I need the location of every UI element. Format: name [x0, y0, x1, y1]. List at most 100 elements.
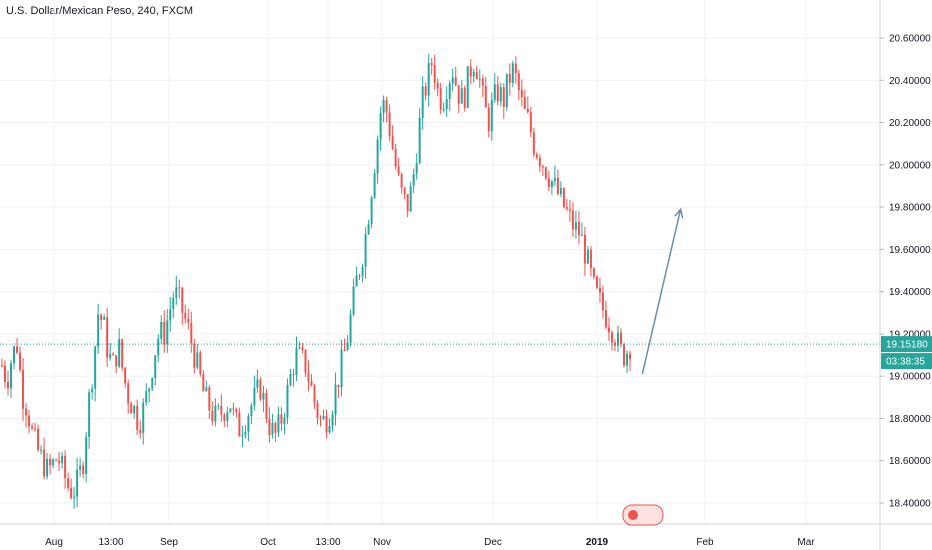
- candle-body: [355, 275, 358, 287]
- candle-body: [629, 353, 631, 360]
- x-tick-label: Feb: [696, 537, 714, 548]
- candle-body: [241, 435, 244, 437]
- event-marker[interactable]: [622, 504, 664, 526]
- candle-body: [274, 422, 277, 433]
- arrow-head: [674, 207, 684, 219]
- candle-body: [397, 166, 400, 174]
- candle-body: [58, 460, 61, 464]
- candle-body: [361, 266, 364, 276]
- candle-body: [298, 347, 301, 349]
- candle-body: [565, 207, 568, 209]
- candle-body: [4, 365, 7, 382]
- candle-body: [598, 287, 601, 293]
- x-tick-label: Nov: [373, 537, 391, 548]
- candle-body: [394, 148, 397, 167]
- countdown-label: 03:38:35: [886, 357, 925, 368]
- candle-body: [580, 234, 583, 236]
- candle-body: [619, 332, 622, 344]
- candle-body: [490, 99, 493, 132]
- candle-body: [460, 88, 463, 104]
- candle-body: [343, 350, 346, 352]
- candle-body: [325, 415, 328, 433]
- candle-body: [574, 222, 577, 230]
- candle-body: [568, 208, 571, 211]
- time-axis[interactable]: Aug 13:00 Sep Oct 13:00 Nov Dec 2019 Feb Mar: [0, 523, 932, 548]
- price-axis[interactable]: 20.60000 20.40000 20.20000 20.00000 19.80000…: [879, 0, 932, 550]
- x-tick-label: 2019: [586, 537, 609, 548]
- candle-body: [625, 353, 628, 366]
- candle-body: [259, 379, 262, 400]
- candle-body: [295, 348, 298, 376]
- grid-layer: [0, 0, 880, 524]
- candle-body: [73, 496, 76, 498]
- candle-body: [406, 194, 409, 212]
- candle-body: [280, 414, 283, 424]
- candle-body: [319, 417, 322, 419]
- x-tick-label: Oct: [260, 537, 276, 548]
- candle-body: [508, 73, 511, 83]
- candle-body: [208, 387, 211, 411]
- candle-body: [79, 465, 82, 470]
- candle-body: [418, 117, 421, 164]
- candle-body: [193, 343, 196, 368]
- candle-body: [526, 108, 529, 113]
- y-tick-label: 19.20000: [889, 329, 931, 340]
- candle-body: [586, 249, 589, 264]
- candle-body: [76, 469, 79, 497]
- candle-body: [364, 233, 367, 267]
- candle-body: [436, 82, 439, 89]
- candle-body: [223, 414, 226, 421]
- candle-body: [148, 388, 151, 392]
- y-tick-label: 20.00000: [889, 160, 931, 171]
- candle-body: [529, 112, 532, 133]
- candle-body: [535, 154, 538, 158]
- candle-body: [94, 346, 97, 389]
- candle-body: [556, 177, 559, 194]
- candle-body: [445, 99, 448, 109]
- candle-body: [352, 286, 355, 315]
- candle-body: [559, 188, 562, 194]
- candle-body: [562, 188, 565, 208]
- candle-body: [385, 100, 388, 113]
- candle-body: [19, 352, 22, 370]
- candle-body: [328, 426, 331, 433]
- candle-body: [478, 78, 481, 80]
- candle-body: [205, 387, 208, 392]
- candle-body: [430, 63, 433, 66]
- candle-body: [409, 185, 412, 212]
- candle-body: [226, 412, 229, 421]
- candle-body: [487, 107, 490, 132]
- arrow-shaft: [641, 209, 682, 375]
- candle-body: [427, 63, 430, 96]
- x-tick-label: Dec: [484, 537, 502, 548]
- y-tick-label: 18.40000: [889, 499, 931, 510]
- candle-body: [382, 100, 385, 113]
- candle-body: [370, 197, 373, 225]
- candle-body: [121, 339, 124, 368]
- candle-body: [583, 234, 586, 264]
- candle-body: [202, 374, 205, 392]
- candle-body: [151, 378, 154, 389]
- candle-body: [157, 338, 160, 356]
- candle-body: [391, 136, 394, 149]
- projection-arrow[interactable]: [641, 207, 684, 375]
- candle-body: [604, 310, 607, 328]
- flag-icon: [628, 510, 638, 520]
- candle-body: [544, 167, 547, 179]
- candle-body: [55, 459, 58, 461]
- candle-body: [70, 487, 73, 498]
- candle-body: [88, 392, 91, 437]
- candle-body: [28, 415, 31, 427]
- candle-body: [589, 249, 592, 269]
- candle-body: [49, 458, 52, 466]
- candle-body: [496, 84, 499, 102]
- candle-body: [46, 458, 49, 477]
- candle-body: [592, 268, 595, 277]
- candle-body: [244, 431, 247, 436]
- candle-body: [10, 363, 13, 389]
- x-tick-label: Mar: [797, 537, 815, 548]
- candle-body: [43, 449, 46, 477]
- candle-body: [547, 178, 550, 188]
- candle-body: [118, 339, 121, 367]
